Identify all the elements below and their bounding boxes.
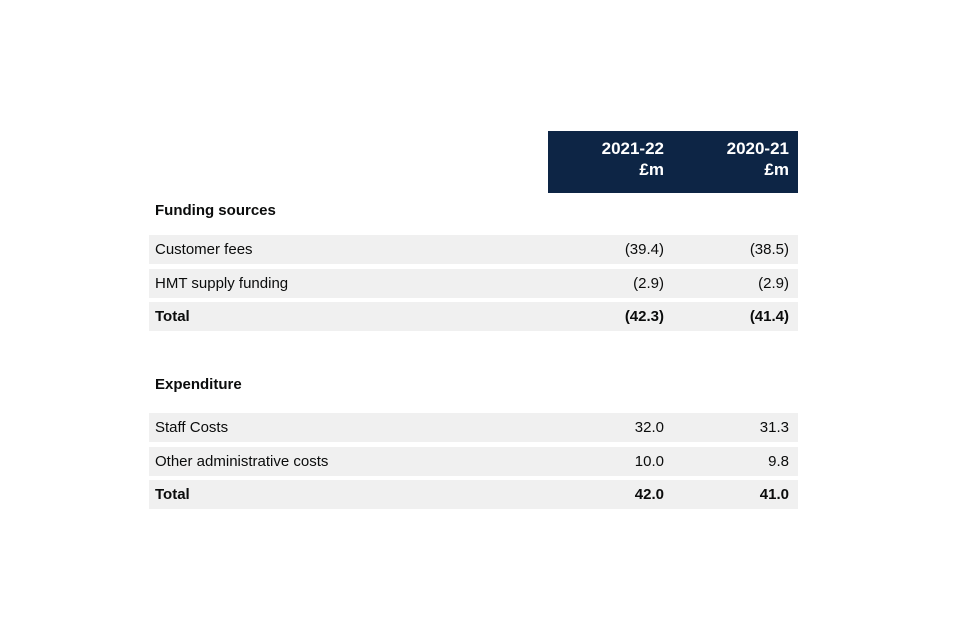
- row-value-2021-22: (42.3): [624, 308, 664, 325]
- row-value-2021-22: 32.0: [634, 419, 664, 436]
- table-column-header: 2021-22 £m 2020-21 £m: [548, 131, 798, 193]
- row-value-2021-22: (2.9): [633, 275, 664, 292]
- row-label: Other administrative costs: [155, 453, 329, 470]
- row-value-2021-22: 10.0: [634, 453, 664, 470]
- section-title-funding-sources: Funding sources: [155, 202, 276, 219]
- row-value-2020-21: 9.8: [768, 453, 789, 470]
- row-label: Total: [155, 486, 190, 503]
- table-row: Other administrative costs 10.0 9.8: [149, 447, 798, 476]
- row-label: HMT supply funding: [155, 275, 289, 292]
- row-value-2020-21: (38.5): [749, 241, 789, 258]
- row-label: Total: [155, 308, 190, 325]
- row-value-2020-21: (2.9): [758, 275, 789, 292]
- row-label: Customer fees: [155, 241, 253, 258]
- row-value-2020-21: 31.3: [759, 419, 789, 436]
- row-value-2020-21: 41.0: [759, 486, 789, 503]
- column-year: 2021-22: [601, 139, 664, 158]
- row-value-2020-21: (41.4): [749, 308, 789, 325]
- table-row: HMT supply funding (2.9) (2.9): [149, 269, 798, 298]
- column-header-2021-22: 2021-22 £m: [548, 131, 673, 193]
- table-row-total: Total 42.0 41.0: [149, 480, 798, 509]
- column-header-2020-21: 2020-21 £m: [673, 131, 798, 193]
- column-unit: £m: [764, 160, 789, 179]
- table-row: Staff Costs 32.0 31.3: [149, 413, 798, 442]
- row-value-2021-22: (39.4): [624, 241, 664, 258]
- section-title-expenditure: Expenditure: [155, 376, 242, 393]
- table-row-total: Total (42.3) (41.4): [149, 302, 798, 331]
- row-label: Staff Costs: [155, 419, 229, 436]
- table-row: Customer fees (39.4) (38.5): [149, 235, 798, 264]
- column-year: 2020-21: [726, 139, 789, 158]
- row-value-2021-22: 42.0: [634, 486, 664, 503]
- column-unit: £m: [639, 160, 664, 179]
